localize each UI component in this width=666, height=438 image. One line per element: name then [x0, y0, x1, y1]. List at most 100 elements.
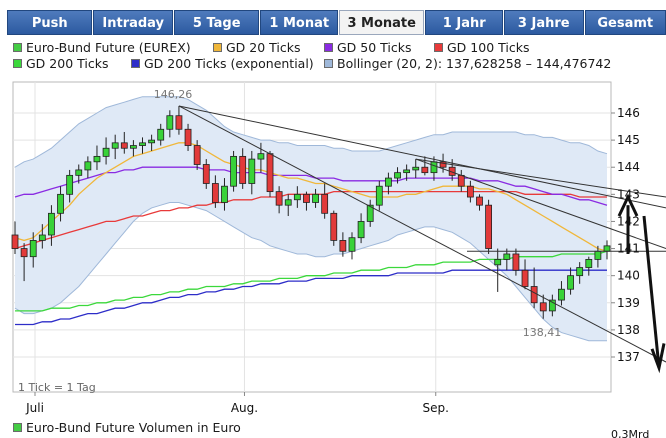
volume-legend-label: Euro-Bund Future Volumen in Euro: [26, 420, 241, 435]
candle-body: [375, 185, 383, 206]
ma20-line: [14, 142, 608, 252]
candle-body: [339, 240, 347, 252]
candle-body: [84, 161, 92, 171]
trendline-3: [415, 158, 666, 198]
candle: [303, 191, 310, 211]
legend-label: GD 200 Ticks: [26, 56, 109, 71]
y-tick-label: 142: [617, 214, 640, 228]
candle-body: [293, 193, 301, 201]
candle: [266, 150, 274, 198]
candle-body: [157, 128, 165, 141]
candle: [412, 159, 420, 179]
tab-1-monat[interactable]: 1 Monat: [260, 10, 338, 35]
candle: [394, 167, 401, 184]
y-tick-label: 138: [617, 323, 640, 337]
y-tick-label: 145: [617, 133, 640, 147]
candle-body: [129, 145, 137, 149]
candle-body: [321, 193, 329, 214]
candle-body: [11, 234, 19, 249]
candle: [521, 259, 529, 290]
candle: [357, 213, 365, 244]
ma100-line: [14, 190, 607, 250]
candle: [221, 178, 228, 211]
candlestick-layer: [11, 105, 611, 319]
legend-swatch: [324, 43, 333, 52]
candle: [558, 281, 565, 306]
candle-body: [412, 166, 420, 171]
chart-legend: Euro-Bund Future (EUREX) GD 20 Ticks GD …: [13, 40, 663, 74]
legend-label: GD 200 Ticks (exponential): [144, 56, 314, 71]
candle: [385, 172, 392, 195]
legend-swatch: [434, 43, 443, 52]
candle-body: [567, 275, 574, 290]
candle: [494, 248, 502, 292]
legend-gd100: GD 100 Ticks: [434, 40, 529, 56]
candle: [102, 137, 110, 165]
candle-body: [257, 153, 265, 160]
tab-3-jahre[interactable]: 3 Jahre: [503, 10, 584, 35]
candle-body: [366, 204, 374, 222]
candle: [339, 232, 347, 257]
tab-3-monate[interactable]: 3 Monate: [338, 10, 425, 35]
candle: [184, 123, 192, 151]
legend-label: Bollinger (20, 2): 137,628258 – 144,4767…: [337, 56, 612, 71]
candle-body: [421, 166, 429, 174]
candle-body: [266, 153, 274, 193]
candle-body: [521, 269, 529, 287]
y-tick-label: 144: [617, 160, 640, 174]
legend-label: Euro-Bund Future (EUREX): [26, 40, 191, 55]
legend-swatch: [13, 43, 22, 52]
candle: [576, 262, 584, 284]
y-tick-label: 146: [617, 106, 640, 120]
candle: [466, 180, 474, 203]
y-tick-label: 139: [617, 296, 640, 310]
candle: [321, 183, 329, 219]
candle-body: [102, 147, 110, 157]
candle: [330, 210, 338, 246]
tab-push[interactable]: Push: [7, 10, 93, 35]
legend-swatch: [13, 59, 22, 68]
candle: [421, 156, 429, 176]
trendline-layer: [178, 105, 666, 374]
legend-label: GD 50 Ticks: [337, 40, 412, 55]
candle: [230, 150, 237, 192]
candle: [503, 248, 511, 271]
trendline-4: [415, 158, 666, 250]
candle-body: [148, 139, 156, 144]
candle: [84, 156, 92, 179]
tab-gesamt[interactable]: Gesamt: [584, 10, 666, 35]
tab-1-jahr[interactable]: 1 Jahr: [425, 10, 503, 35]
candle: [175, 105, 183, 135]
candle: [275, 186, 283, 214]
ma50-line: [14, 166, 608, 206]
candle-body: [312, 193, 319, 203]
candle-body: [558, 288, 565, 301]
bollinger-lower: [14, 202, 607, 342]
legend-gd20: GD 20 Ticks: [213, 40, 301, 56]
candle-body: [594, 250, 602, 260]
candle-body: [494, 258, 502, 266]
legend-gd50: GD 50 Ticks: [324, 40, 412, 56]
candle-body: [29, 240, 37, 258]
candle: [211, 175, 219, 208]
candle-body: [357, 221, 365, 239]
candle: [476, 194, 483, 211]
high-annotation: 146,26: [154, 88, 193, 101]
candle: [129, 140, 137, 157]
candle: [239, 148, 247, 189]
legend-euro-bund: Euro-Bund Future (EUREX): [13, 40, 191, 56]
candle-body: [120, 142, 128, 149]
candle-body: [284, 199, 292, 206]
y-tick-label: 143: [617, 187, 640, 201]
candle: [20, 243, 28, 282]
tab-5-tage[interactable]: 5 Tage: [173, 10, 260, 35]
candle-body: [530, 286, 538, 304]
bollinger-upper: [14, 96, 608, 168]
tab-intraday[interactable]: Intraday: [93, 10, 173, 35]
trendline-1: [178, 105, 666, 363]
candle-body: [166, 115, 174, 130]
legend-label: GD 20 Ticks: [226, 40, 301, 55]
y-tick-label: 141: [617, 242, 640, 256]
candle: [567, 267, 574, 295]
x-tick-label: Juli: [25, 401, 44, 415]
